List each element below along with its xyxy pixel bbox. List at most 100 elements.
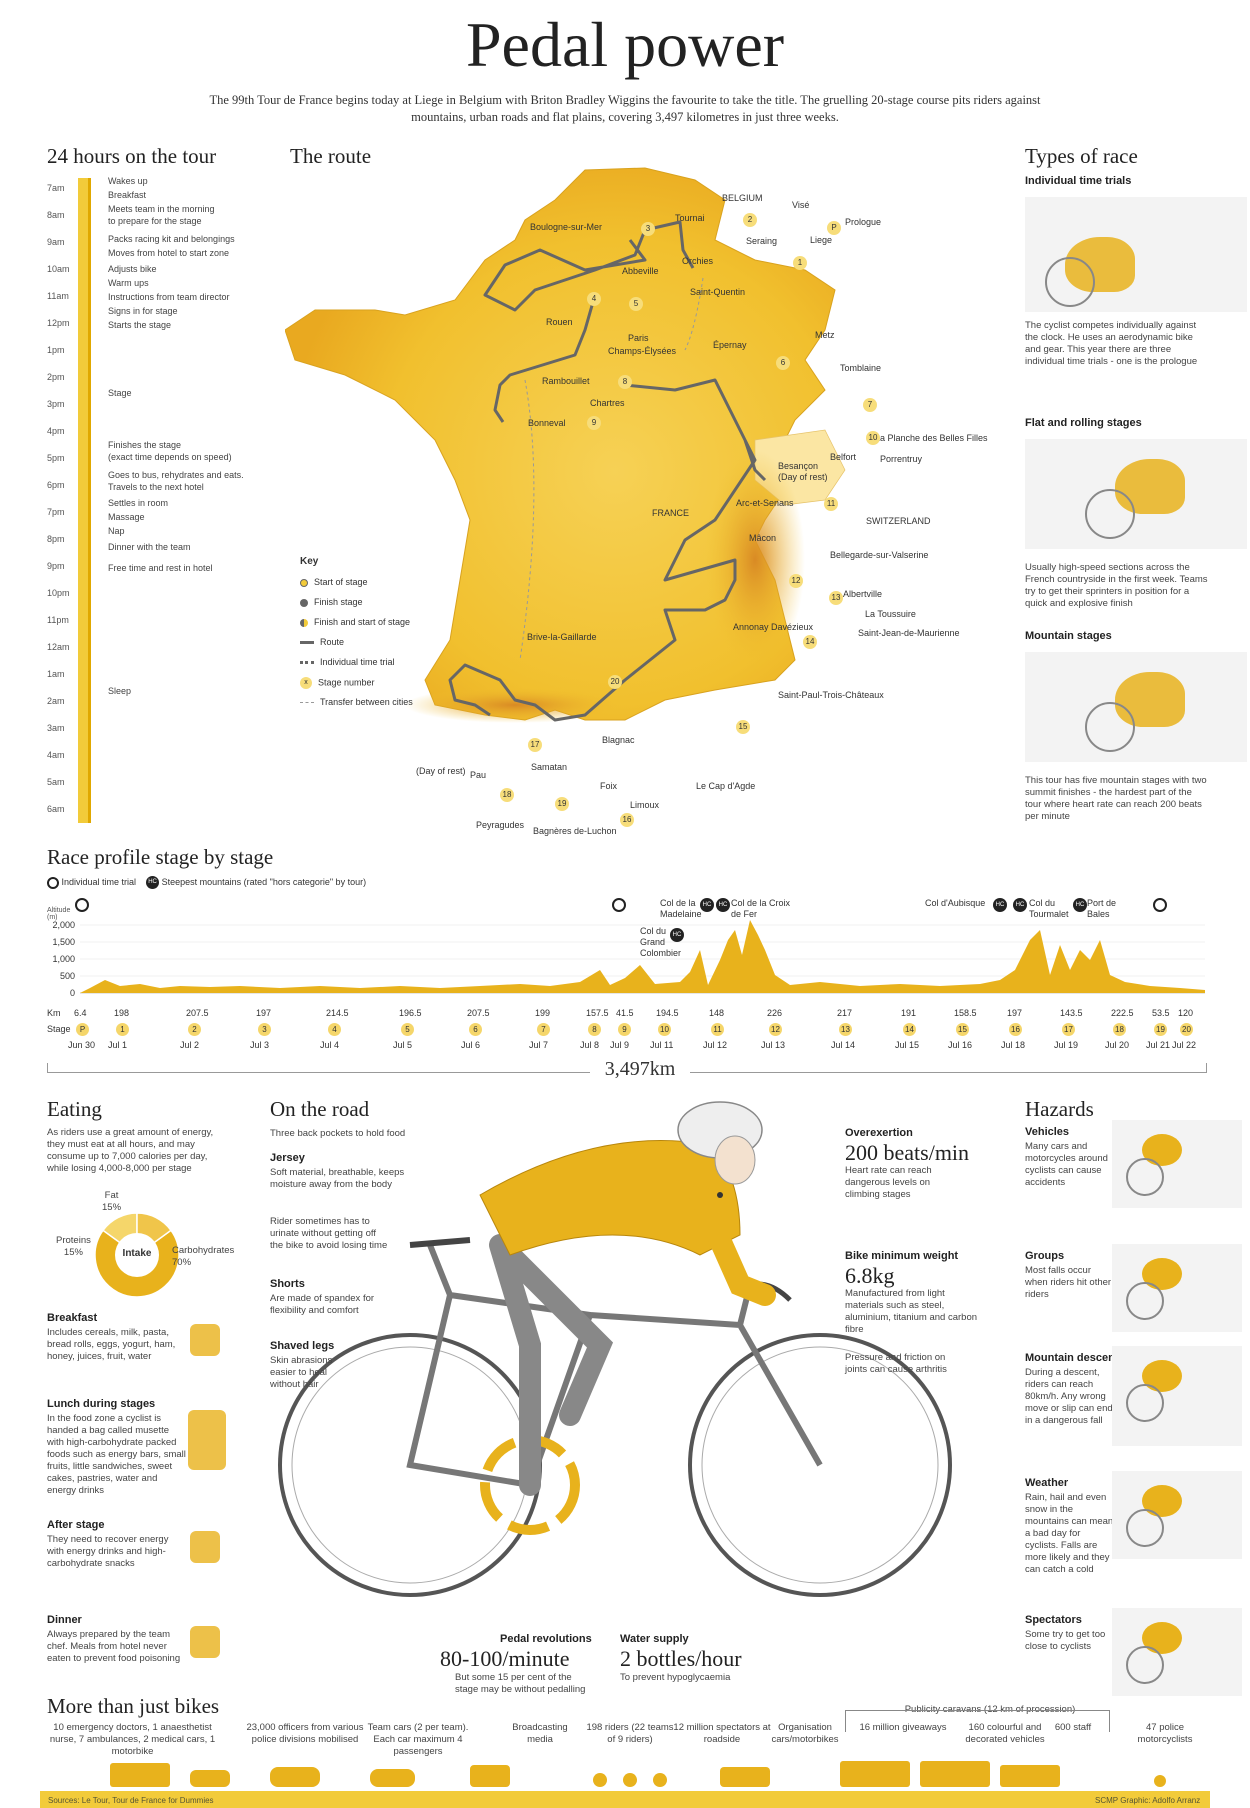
race-type-text: The cyclist competes individually agains… <box>1025 320 1198 367</box>
hazard-illustration <box>1112 1471 1242 1559</box>
map-place-label: Belfort <box>830 452 857 462</box>
mountain-label: Port de Bales <box>1087 898 1117 919</box>
altitude-profile-area <box>80 920 1205 993</box>
hazard-title: Mountain descents <box>1025 1352 1125 1364</box>
timeline-hour: 1pm <box>47 345 65 355</box>
road-note-shorts: Are made of spandex for flexibility and … <box>270 1293 375 1316</box>
stage-date: Jul 6 <box>461 1040 481 1050</box>
timeline-hour: 3pm <box>47 399 65 409</box>
road-note-weight: Manufactured from light materials such a… <box>845 1288 978 1335</box>
bikes-item: 10 emergency doctors, 1 anaesthetist nur… <box>49 1722 216 1757</box>
map-place-label: (Day of rest) <box>778 472 828 482</box>
map-place-label: Annonay Davézieux <box>733 622 814 632</box>
road-note-over-stat: 200 beats/min <box>845 1140 970 1165</box>
road-note-pockets: Three back pockets to hold food <box>270 1128 406 1139</box>
timeline-hour: 5am <box>47 777 65 787</box>
meal-title: After stage <box>47 1519 105 1531</box>
map-key-label: Start of stage <box>314 577 368 587</box>
race-types-heading: Types of race <box>1025 144 1138 168</box>
timeline-hour: 2pm <box>47 372 65 382</box>
donut-proteins-label: Proteins 15% <box>56 1235 91 1258</box>
stage-marker: 4 <box>328 1023 341 1036</box>
bikes-item: 198 riders (22 teams of 9 riders) <box>586 1722 674 1745</box>
france-route-map <box>285 167 846 723</box>
stage-date: Jul 5 <box>393 1040 413 1050</box>
hc-icon: HC <box>700 898 714 912</box>
mountain-label: Col d'Aubisque <box>925 898 986 908</box>
map-place-label: Rambouillet <box>542 376 590 386</box>
altitude-tick: 0 <box>69 988 75 998</box>
road-note-water-title: Water supply <box>620 1633 689 1645</box>
stage-marker: 10 <box>658 1023 671 1036</box>
stage-marker: 15 <box>956 1023 969 1036</box>
map-place-label: Porrentruy <box>880 454 923 464</box>
km-value: 214.5 <box>326 1008 349 1018</box>
timeline-activity: Settles in room <box>108 498 169 508</box>
hazard-text: Rain, hail and even snow in the mountain… <box>1025 1492 1114 1575</box>
timeline-hour: 4pm <box>47 426 65 436</box>
profile-legend: Individual time trial HC Steepest mounta… <box>47 876 366 889</box>
timeline-activity: Instructions from team director <box>108 292 230 302</box>
map-place-label: Rouen <box>546 317 573 327</box>
timeline-hour: 7pm <box>47 507 65 517</box>
timeline-hour: 8pm <box>47 534 65 544</box>
stage-number-marker: 18 <box>500 788 514 802</box>
timeline-activity: Goes to bus, rehydrates and eats. <box>108 470 244 480</box>
stage-marker: 20 <box>1180 1023 1193 1036</box>
map-place-label: Abbeville <box>622 266 659 276</box>
timeline-hour: 1am <box>47 669 65 679</box>
road-note-shorts-title: Shorts <box>270 1278 305 1290</box>
road-note-legs-title: Shaved legs <box>270 1340 335 1352</box>
bikes-item: Team cars (2 per team). Each car maximum… <box>367 1722 469 1757</box>
stage-number-marker: 16 <box>620 813 634 827</box>
stage-number-marker: 8 <box>618 375 632 389</box>
map-place-label: Liege <box>810 235 833 245</box>
map-key-label: Finish stage <box>314 597 363 607</box>
stage-date: Jun 30 <box>68 1040 96 1050</box>
road-note-weight-title: Bike minimum weight <box>845 1250 959 1262</box>
total-distance: 3,497km <box>590 1058 690 1081</box>
map-key-label: Individual time trial <box>320 657 395 667</box>
bikes-item: 23,000 officers from various police divi… <box>246 1722 364 1745</box>
stage-number-marker: 15 <box>736 720 750 734</box>
road-note-water-stat: 2 bottles/hour <box>620 1646 742 1671</box>
stage-number-marker: 2 <box>743 213 757 227</box>
map-place-label: Saint-Quentin <box>690 287 746 297</box>
stage-number-marker: 20 <box>608 675 622 689</box>
timeline-hour: 12am <box>47 642 70 652</box>
rider-arm <box>689 1184 776 1306</box>
stage-date: Jul 2 <box>180 1040 200 1050</box>
wheel-icon <box>1085 489 1135 539</box>
map-place-label: Saint-Paul-Trois-Châteaux <box>778 690 884 700</box>
stage-marker: 5 <box>401 1023 414 1036</box>
hazard-text: During a descent, riders can reach 80km/… <box>1025 1367 1113 1426</box>
pyrenees-relief <box>405 687 625 723</box>
stage-date: Jul 1 <box>108 1040 128 1050</box>
key-symbol-icon <box>300 578 308 587</box>
map-place-label: Seraing <box>746 236 778 246</box>
donut-center-label: Intake <box>122 1248 152 1259</box>
timeline-activity: (exact time depends on speed) <box>108 452 232 462</box>
km-value: 53.5 <box>1152 1008 1170 1018</box>
race-type-title: Flat and rolling stages <box>1025 417 1142 429</box>
altitude-profile-chart <box>80 920 1205 994</box>
stage-date: Jul 21 <box>1146 1040 1171 1050</box>
hazard-illustration <box>1112 1346 1242 1446</box>
meal-text: They need to recover energy with energy … <box>47 1534 169 1569</box>
map-place-label: La Toussuire <box>865 609 916 619</box>
timeline-activity: Nap <box>108 526 125 536</box>
meal-food-icon <box>190 1324 220 1356</box>
altitude-tick: 2,000 <box>52 920 75 930</box>
race-type-illustration <box>1025 197 1247 312</box>
hazard-text: Many cars and motorcycles around cyclist… <box>1025 1141 1108 1188</box>
map-place-label: Mâcon <box>749 533 777 543</box>
timeline-hour: 9pm <box>47 561 65 571</box>
key-symbol-icon <box>300 618 308 627</box>
road-note-over-title: Overexertion <box>845 1127 913 1139</box>
map-place-label: Bagnères de-Luchon <box>533 826 617 836</box>
stage-marker: 13 <box>839 1023 852 1036</box>
road-heading: On the road <box>270 1097 370 1121</box>
timeline-bar <box>78 178 88 823</box>
map-place-label: FRANCE <box>652 508 690 518</box>
stage-number-marker: 14 <box>803 635 817 649</box>
